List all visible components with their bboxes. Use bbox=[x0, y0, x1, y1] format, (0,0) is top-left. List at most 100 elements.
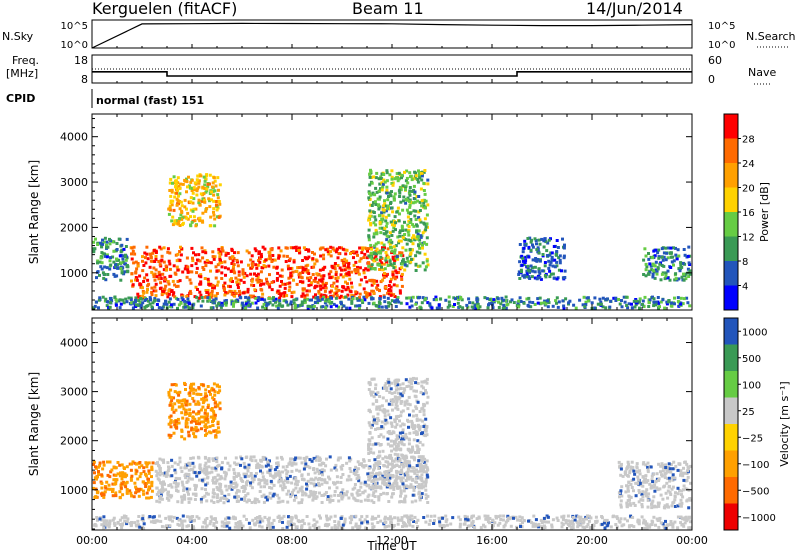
scatter-cell bbox=[258, 297, 262, 301]
scatter-cell bbox=[233, 289, 237, 293]
scatter-cell bbox=[282, 299, 286, 303]
scatter-cell bbox=[257, 478, 261, 482]
colorbar-segment bbox=[724, 114, 738, 139]
scatter-cell bbox=[347, 456, 351, 460]
scatter-cell bbox=[340, 497, 344, 501]
scatter-cell bbox=[115, 257, 118, 261]
scatter-cell bbox=[189, 292, 193, 295]
scatter-cell bbox=[166, 247, 170, 251]
scatter-cell bbox=[420, 380, 424, 384]
scatter-cell bbox=[325, 298, 329, 302]
scatter-cell bbox=[642, 521, 645, 525]
scatter-cell bbox=[300, 489, 304, 493]
scatter-cell bbox=[227, 485, 231, 488]
scatter-cell bbox=[294, 526, 298, 529]
scatter-cell bbox=[255, 274, 259, 278]
scatter-cell bbox=[640, 515, 644, 519]
scatter-cell bbox=[265, 479, 269, 483]
scatter-cell bbox=[217, 200, 221, 204]
scatter-cell bbox=[527, 255, 531, 259]
scatter-cell bbox=[237, 523, 241, 527]
scatter-cell bbox=[381, 481, 385, 485]
scatter-cell bbox=[166, 469, 170, 473]
scatter-cell bbox=[415, 377, 418, 381]
scatter-cell bbox=[328, 499, 332, 503]
scatter-cell bbox=[96, 465, 100, 469]
scatter-cell bbox=[327, 272, 331, 276]
scatter-cell bbox=[173, 271, 177, 275]
scatter-cell bbox=[174, 185, 177, 189]
scatter-cell bbox=[502, 298, 506, 302]
scatter-cell bbox=[251, 294, 255, 298]
scatter-cell bbox=[283, 291, 287, 295]
scatter-cell bbox=[253, 247, 257, 251]
scatter-cell bbox=[237, 472, 241, 476]
scatter-cell bbox=[121, 474, 125, 478]
scatter-cell bbox=[167, 498, 171, 502]
scatter-cell bbox=[227, 284, 230, 288]
scatter-cell bbox=[180, 411, 184, 415]
scatter-cell bbox=[626, 306, 630, 310]
scatter-cell bbox=[173, 423, 177, 427]
scatter-cell bbox=[249, 473, 253, 477]
scatter-cell bbox=[241, 524, 245, 528]
scatter-cell bbox=[300, 294, 304, 298]
scatter-cell bbox=[433, 514, 437, 518]
scatter-cell bbox=[98, 461, 102, 465]
scatter-cell bbox=[131, 249, 135, 253]
scatter-cell bbox=[101, 238, 104, 242]
scatter-cell bbox=[424, 520, 428, 524]
scatter-cell bbox=[297, 456, 301, 460]
scatter-cell bbox=[274, 472, 278, 476]
scatter-cell bbox=[393, 452, 397, 456]
scatter-cell bbox=[638, 306, 641, 310]
scatter-cell bbox=[399, 301, 403, 305]
scatter-cell bbox=[374, 254, 378, 258]
scatter-cell bbox=[379, 187, 382, 191]
scatter-cell bbox=[134, 485, 138, 489]
scatter-cell bbox=[105, 266, 109, 270]
scatter-cell bbox=[212, 522, 216, 526]
scatter-cell bbox=[239, 260, 243, 264]
scatter-cell bbox=[242, 280, 246, 284]
scatter-cell bbox=[369, 450, 373, 454]
scatter-cell bbox=[538, 271, 542, 275]
scatter-cell bbox=[243, 475, 247, 479]
scatter-cell bbox=[143, 251, 147, 255]
scatter-cell bbox=[285, 525, 289, 529]
scatter-cell bbox=[276, 306, 280, 310]
scatter-cell bbox=[413, 200, 417, 204]
scatter-cell bbox=[380, 177, 384, 181]
scatter-cell bbox=[386, 291, 390, 295]
scatter-cell bbox=[232, 301, 236, 305]
scatter-cell bbox=[167, 212, 171, 216]
scatter-cell bbox=[207, 465, 211, 469]
scatter-cell bbox=[548, 269, 552, 273]
scatter-cell bbox=[133, 461, 137, 465]
scatter-cell bbox=[167, 484, 171, 488]
scatter-cell bbox=[370, 251, 374, 255]
scatter-cell bbox=[516, 518, 520, 522]
scatter-cell bbox=[393, 439, 397, 443]
scatter-cell bbox=[390, 234, 394, 237]
scatter-cell bbox=[372, 491, 376, 495]
scatter-cell bbox=[414, 218, 418, 221]
colorbar-segment bbox=[724, 138, 738, 164]
scatter-cell bbox=[93, 471, 96, 475]
scatter-cell bbox=[371, 191, 375, 195]
scatter-cell bbox=[203, 295, 207, 299]
scatter-cell bbox=[203, 179, 207, 183]
scatter-cell bbox=[260, 297, 264, 301]
scatter-cell bbox=[395, 271, 399, 275]
scatter-cell bbox=[557, 256, 561, 260]
scatter-cell bbox=[124, 245, 128, 248]
scatter-cell bbox=[420, 492, 424, 496]
scatter-cell bbox=[365, 295, 369, 299]
scatter-cell bbox=[518, 277, 522, 280]
scatter-cell bbox=[398, 229, 402, 233]
scatter-cell bbox=[161, 272, 165, 276]
nsearch-label: N.Search bbox=[746, 30, 796, 43]
scatter-cell bbox=[528, 277, 532, 280]
scatter-cell bbox=[497, 515, 501, 519]
scatter-cell bbox=[678, 269, 682, 273]
